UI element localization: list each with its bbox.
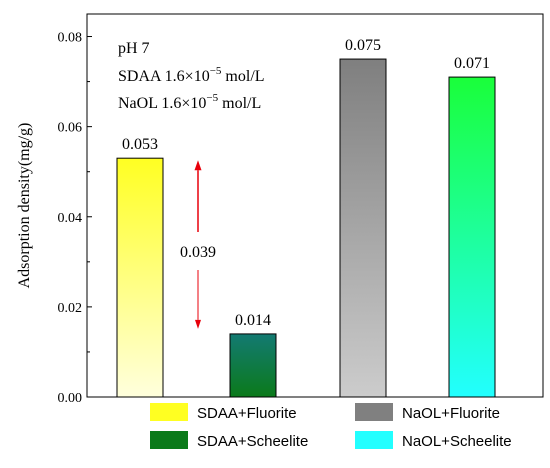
legend: SDAA+Fluorite NaOL+Fluorite SDAA+Scheelite… bbox=[150, 403, 512, 450]
bar-naol-fluorite bbox=[339, 58, 387, 398]
condition-sdaa: SDAA 1.6×10−5 mol/L bbox=[118, 65, 265, 85]
bar-sdaa-scheelite bbox=[229, 333, 277, 398]
bar-value-label: 0.014 bbox=[235, 312, 271, 329]
bars-group bbox=[116, 58, 496, 398]
condition-ph: pH 7 bbox=[118, 40, 150, 57]
y-tick-label: 0.00 bbox=[58, 391, 83, 406]
y-tick-label: 0.06 bbox=[58, 121, 83, 136]
y-tick-label: 0.08 bbox=[58, 31, 83, 46]
legend-label: SDAA+Scheelite bbox=[197, 433, 308, 450]
legend-label: NaOL+Fluorite bbox=[402, 405, 500, 422]
bar-value-label: 0.053 bbox=[122, 136, 158, 153]
legend-swatch bbox=[355, 403, 393, 421]
bar-value-label: 0.071 bbox=[454, 55, 490, 72]
y-tick-label: 0.02 bbox=[58, 301, 83, 316]
condition-sdaa-prefix: SDAA 1.6×10 bbox=[118, 68, 210, 85]
conditions-annotation: pH 7 SDAA 1.6×10−5 mol/L NaOL 1.6×10−5 m… bbox=[118, 40, 265, 112]
condition-sdaa-exponent: −5 bbox=[210, 65, 222, 77]
condition-naol-prefix: NaOL 1.6×10 bbox=[118, 95, 206, 112]
legend-swatch bbox=[355, 431, 393, 449]
condition-naol-unit: mol/L bbox=[218, 95, 261, 112]
legend-label: SDAA+Fluorite bbox=[197, 405, 297, 422]
condition-naol-exponent: −5 bbox=[206, 92, 218, 104]
y-axis-label: Adsorption density(mg/g) bbox=[16, 123, 33, 289]
legend-swatch bbox=[150, 431, 188, 449]
difference-arrowhead-up bbox=[194, 160, 202, 171]
difference-annotation: 0.039 bbox=[180, 160, 216, 329]
condition-sdaa-unit: mol/L bbox=[221, 68, 264, 85]
legend-label: NaOL+Scheelite bbox=[402, 433, 512, 450]
bar-naol-scheelite bbox=[448, 76, 496, 398]
plot-frame bbox=[86, 13, 544, 398]
y-ticks: 0.00 0.02 0.04 0.06 0.08 bbox=[58, 31, 92, 406]
axes-group bbox=[86, 13, 544, 398]
difference-label: 0.039 bbox=[180, 244, 216, 261]
difference-arrowhead-down bbox=[195, 319, 201, 329]
legend-swatch bbox=[150, 403, 188, 421]
y-tick-label: 0.04 bbox=[58, 211, 83, 226]
bar-value-label: 0.075 bbox=[345, 37, 381, 54]
bar-value-labels: 0.053 0.014 0.075 0.071 bbox=[122, 37, 490, 329]
condition-naol: NaOL 1.6×10−5 mol/L bbox=[118, 92, 261, 112]
bar-sdaa-fluorite bbox=[116, 157, 164, 398]
